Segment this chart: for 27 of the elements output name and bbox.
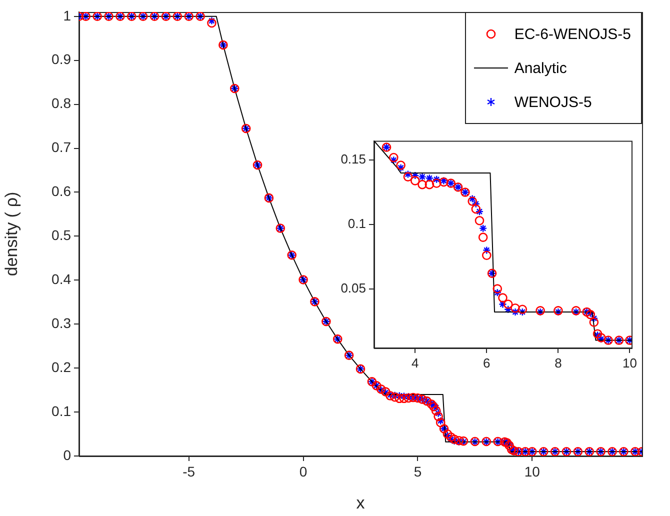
x-axis-title: x — [356, 493, 366, 512]
y-tick-label: 0.15 — [340, 152, 366, 167]
x-tick-label: 4 — [412, 355, 419, 370]
y-tick-label: 0.5 — [52, 227, 72, 244]
x-tick-label: 10 — [622, 355, 637, 370]
y-axis-title: density ( ρ) — [2, 192, 21, 276]
legend-label: Analytic — [514, 60, 567, 76]
x-tick-label: -5 — [182, 463, 196, 480]
x-tick-label: 6 — [483, 355, 490, 370]
y-tick-label: 0.6 — [52, 183, 72, 200]
legend-label: EC-6-WENOJS-5 — [514, 26, 631, 42]
y-tick-label: 0 — [63, 446, 72, 463]
y-tick-label: 0.1 — [348, 216, 366, 232]
legend-label: WENOJS-5 — [514, 94, 592, 110]
y-tick-label: 0.4 — [52, 271, 72, 288]
y-tick-label: 1 — [63, 7, 72, 24]
x-tick-label: 10 — [524, 463, 540, 480]
y-tick-label: 0.1 — [52, 402, 72, 419]
y-tick-label: 0.7 — [52, 139, 72, 156]
y-tick-label: 0.2 — [52, 358, 72, 375]
y-tick-label: 0.8 — [52, 95, 72, 112]
x-tick-label: 0 — [299, 463, 308, 480]
x-tick-label: 8 — [554, 355, 562, 370]
y-tick-label: 0.05 — [340, 280, 366, 296]
x-tick-label: 5 — [414, 463, 422, 480]
y-tick-label: 0.9 — [52, 51, 72, 68]
y-tick-label: 0.3 — [52, 314, 72, 331]
